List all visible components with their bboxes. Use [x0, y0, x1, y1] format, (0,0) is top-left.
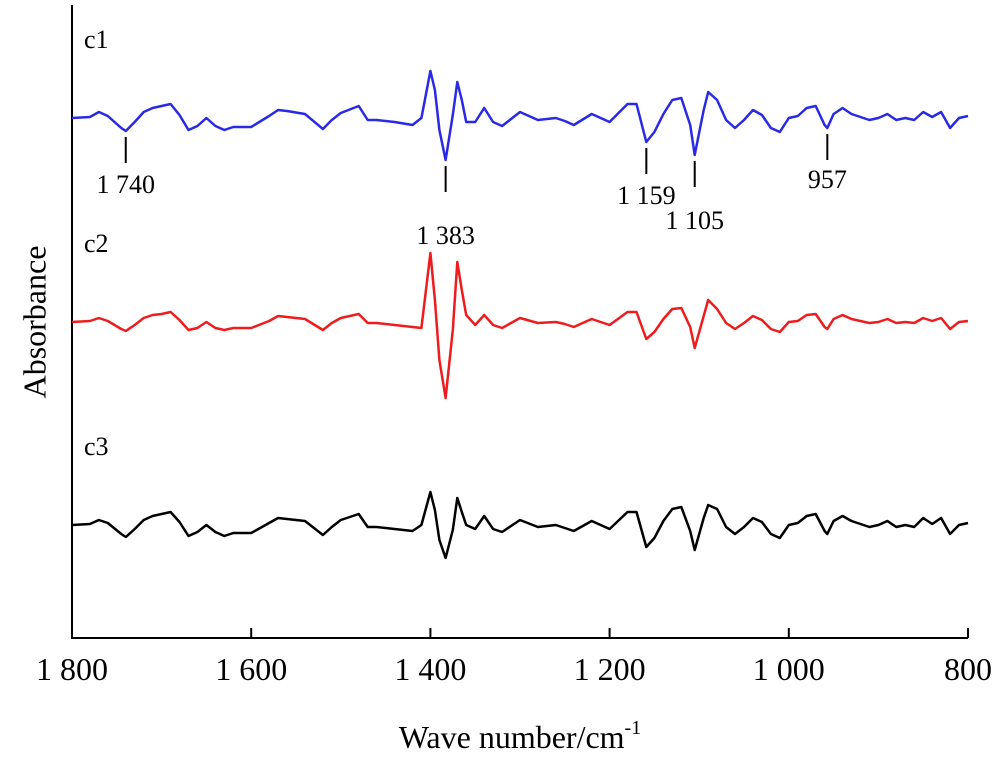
x-axis-label-sup: -1 — [625, 717, 642, 739]
series-line — [71, 490, 969, 560]
x-tick-label: 1 000 — [753, 651, 825, 687]
x-axis-label: Wave number/cm-1 — [399, 717, 641, 755]
series-label: c1 — [84, 25, 109, 54]
x-tick-label: 1 400 — [394, 651, 466, 687]
y-axis-label: Absorbance — [16, 246, 52, 399]
series-line — [71, 69, 969, 162]
x-tick-label: 800 — [944, 651, 992, 687]
series-line — [71, 251, 969, 400]
annotation-label: 1 105 — [665, 206, 724, 235]
x-tick-label: 1 600 — [215, 651, 287, 687]
annotation-label: 957 — [808, 165, 847, 194]
series-label: c2 — [84, 229, 109, 258]
annotation-label: 1 159 — [617, 181, 676, 210]
annotation-label: 1 383 — [416, 221, 475, 250]
x-tick-label: 1 200 — [574, 651, 646, 687]
annotation-label: 1 740 — [97, 170, 156, 199]
x-axis-label-main: Wave number/cm — [399, 719, 625, 755]
x-tick-label: 1 800 — [36, 651, 108, 687]
series-label: c3 — [84, 432, 109, 461]
